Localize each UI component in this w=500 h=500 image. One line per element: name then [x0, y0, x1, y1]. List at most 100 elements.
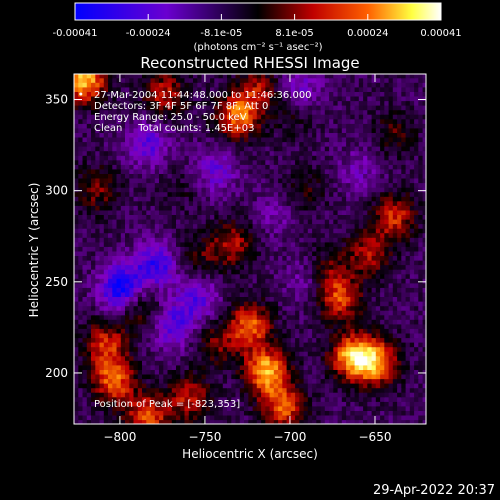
- heatmap-cell: [244, 373, 249, 380]
- heatmap-cell: [154, 273, 160, 279]
- heatmap-cell: [282, 278, 288, 284]
- heatmap-cell: [371, 351, 377, 357]
- heatmap-cell: [363, 355, 368, 361]
- heatmap-cell: [235, 410, 241, 416]
- heatmap-cell: [235, 387, 241, 393]
- heatmap-cell: [392, 314, 398, 320]
- heatmap-cell: [371, 305, 377, 311]
- heatmap-cell: [337, 264, 343, 270]
- heatmap-cell: [261, 351, 266, 357]
- heatmap-cell: [392, 373, 398, 380]
- heatmap-cell: [244, 278, 249, 284]
- heatmap-cell: [180, 187, 186, 193]
- heatmap-cell: [133, 287, 139, 293]
- heatmap-cell: [201, 291, 207, 297]
- heatmap-cell: [329, 259, 334, 266]
- heatmap-cell: [171, 232, 177, 238]
- heatmap-cell: [146, 401, 152, 407]
- heatmap-cell: [282, 314, 288, 320]
- heatmap-cell: [273, 187, 279, 193]
- heatmap-cell: [227, 237, 232, 243]
- heatmap-cell: [418, 305, 424, 311]
- heatmap-cell: [218, 237, 224, 243]
- heatmap-cell: [299, 373, 305, 380]
- heatmap-cell: [333, 255, 339, 261]
- heatmap-cell: [380, 369, 385, 375]
- heatmap-cell: [167, 296, 173, 302]
- heatmap-cell: [329, 241, 334, 247]
- heatmap-cell: [278, 323, 283, 329]
- heatmap-cell: [282, 342, 288, 348]
- heatmap-cell: [401, 419, 407, 424]
- heatmap-cell: [99, 232, 105, 238]
- heatmap-cell: [261, 182, 266, 188]
- heatmap-cell: [248, 187, 254, 193]
- heatmap-cell: [363, 264, 368, 270]
- heatmap-cell: [91, 228, 96, 234]
- heatmap-cell: [163, 155, 169, 161]
- heatmap-cell: [409, 173, 415, 179]
- heatmap-cell: [163, 355, 169, 361]
- heatmap-cell: [167, 396, 173, 402]
- heatmap-cell: [133, 264, 139, 270]
- heatmap-cell: [341, 337, 347, 343]
- heatmap-cell: [320, 387, 326, 393]
- colorbar-tick-label: -0.00041: [53, 28, 98, 39]
- heatmap-cell: [316, 401, 322, 407]
- heatmap-cell: [418, 168, 424, 174]
- heatmap-cell: [99, 264, 105, 270]
- heatmap-cell: [142, 173, 147, 179]
- heatmap-cell: [146, 273, 152, 279]
- heatmap-cell: [86, 346, 92, 352]
- heatmap-cell: [222, 223, 228, 229]
- heatmap-cell: [333, 310, 339, 316]
- heatmap-cell: [278, 191, 283, 197]
- heatmap-cell: [129, 250, 135, 256]
- heatmap-cell: [142, 291, 147, 297]
- heatmap-cell: [256, 250, 262, 256]
- heatmap-cell: [269, 191, 275, 197]
- heatmap-cell: [184, 273, 190, 279]
- heatmap-cell: [299, 296, 305, 302]
- heatmap-cell: [112, 150, 118, 156]
- heatmap-cell: [201, 419, 207, 424]
- heatmap-cell: [103, 396, 109, 402]
- heatmap-cell: [363, 250, 368, 256]
- heatmap-cell: [176, 410, 181, 416]
- heatmap-cell: [214, 319, 220, 325]
- heatmap-cell: [193, 323, 198, 329]
- heatmap-cell: [397, 410, 402, 416]
- heatmap-cell: [384, 232, 390, 238]
- heatmap-cell: [146, 364, 152, 370]
- heatmap-cell: [193, 346, 198, 352]
- heatmap-cell: [150, 392, 156, 398]
- heatmap-cell: [74, 168, 79, 174]
- heatmap-cell: [337, 168, 343, 174]
- heatmap-cell: [299, 387, 305, 393]
- heatmap-cell: [218, 155, 224, 161]
- heatmap-cell: [422, 282, 426, 288]
- heatmap-cell: [235, 301, 241, 307]
- heatmap-cell: [103, 196, 109, 202]
- heatmap-cell: [222, 173, 228, 179]
- heatmap-cell: [116, 164, 122, 170]
- heatmap-cell: [159, 360, 164, 366]
- heatmap-cell: [103, 319, 109, 325]
- heatmap-cell: [337, 232, 343, 238]
- heatmap-cell: [401, 296, 407, 302]
- heatmap-cell: [91, 291, 96, 297]
- heatmap-cell: [248, 378, 254, 384]
- heatmap-cell: [108, 346, 113, 352]
- heatmap-cell: [95, 168, 101, 174]
- heatmap-cell: [159, 200, 164, 206]
- heatmap-cell: [354, 405, 360, 411]
- heatmap-cell: [167, 278, 173, 284]
- heatmap-cell: [205, 218, 211, 225]
- heatmap-cell: [418, 328, 424, 334]
- heatmap-cell: [150, 323, 156, 329]
- heatmap-cell: [261, 323, 266, 329]
- heatmap-cell: [388, 150, 394, 156]
- heatmap-cell: [278, 164, 283, 170]
- heatmap-cell: [388, 310, 394, 316]
- heatmap-cell: [74, 278, 79, 284]
